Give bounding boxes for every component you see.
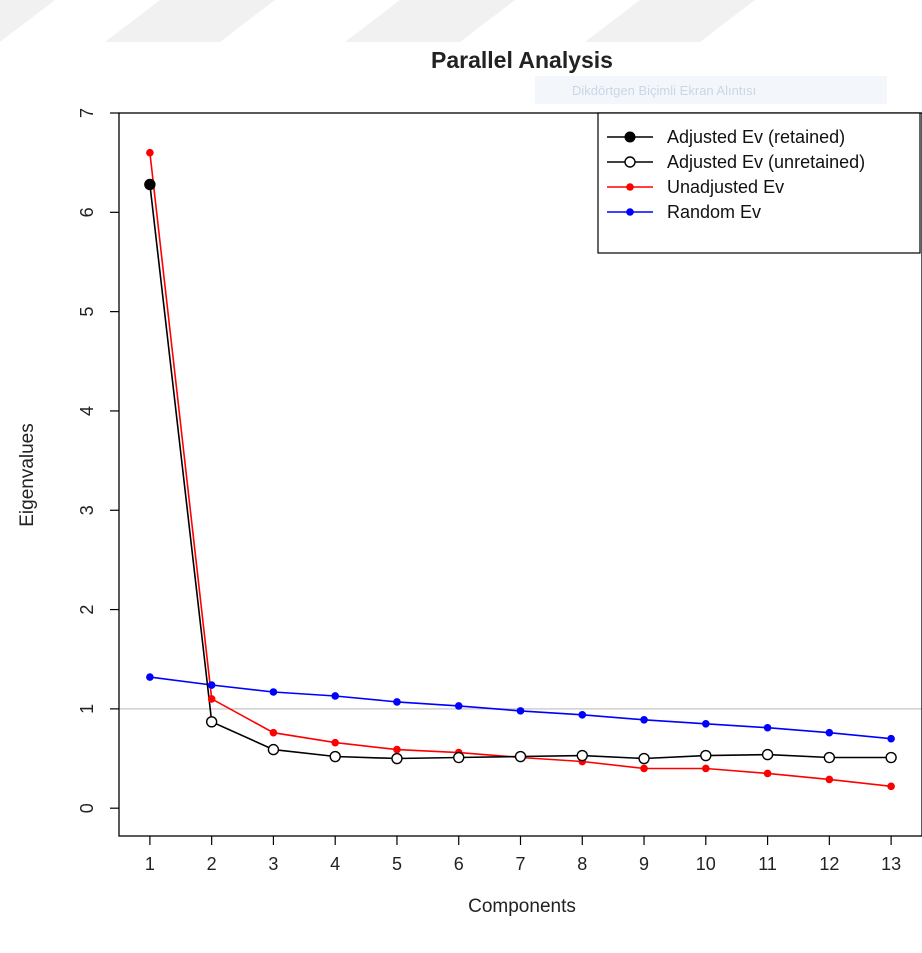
y-axis-label: Eigenvalues xyxy=(17,423,38,527)
x-axis-label: Components xyxy=(468,896,576,917)
data-point xyxy=(269,728,278,737)
legend-swatch-marker xyxy=(624,156,636,168)
watermark-stripes xyxy=(0,0,755,42)
y-tick-label: 1 xyxy=(77,704,97,714)
data-point xyxy=(640,764,648,773)
data-point xyxy=(331,692,339,700)
data-point xyxy=(887,782,895,791)
data-point xyxy=(638,752,650,765)
legend-swatch-marker xyxy=(624,131,636,143)
y-tick-label: 5 xyxy=(77,307,97,317)
x-tick-label: 10 xyxy=(696,854,716,874)
data-point xyxy=(267,743,280,756)
data-point xyxy=(763,723,772,732)
y-tick-label: 3 xyxy=(77,505,97,515)
series-group xyxy=(144,148,897,791)
data-point xyxy=(702,719,710,728)
watermark-stripe xyxy=(585,0,755,42)
watermark-box xyxy=(535,76,887,104)
x-tick-label: 11 xyxy=(758,854,777,874)
data-point xyxy=(146,148,154,157)
legend-label: Adjusted Ev (unretained) xyxy=(667,152,865,172)
x-tick-label: 12 xyxy=(819,854,839,874)
watermark-label: Dikdörtgen Biçimli Ekran Alıntısı xyxy=(572,83,756,98)
data-point xyxy=(146,673,154,681)
data-point xyxy=(453,751,465,764)
x-tick-label: 5 xyxy=(392,854,402,874)
x-tick-label: 6 xyxy=(454,854,464,874)
legend: Adjusted Ev (retained) Adjusted Ev (unret… xyxy=(597,112,921,254)
data-point xyxy=(391,752,403,765)
watermark-stripe xyxy=(345,0,515,42)
data-point xyxy=(454,702,463,710)
data-point xyxy=(514,750,527,763)
data-point xyxy=(825,728,834,737)
y-tick-label: 0 xyxy=(77,803,97,813)
data-point xyxy=(761,748,774,761)
y-axis: 0 1 2 3 4 5 6 7 xyxy=(77,108,119,813)
y-tick-label: 4 xyxy=(77,406,97,416)
watermark-stripe xyxy=(105,0,275,42)
y-tick-label: 6 xyxy=(77,207,97,217)
data-point xyxy=(640,716,648,724)
data-point xyxy=(207,695,216,703)
y-tick-label: 2 xyxy=(77,605,97,615)
x-tick-label: 3 xyxy=(268,854,278,874)
x-tick-label: 13 xyxy=(881,854,901,874)
retained-point xyxy=(144,179,156,191)
legend-label: Adjusted Ev (retained) xyxy=(667,127,845,147)
data-point xyxy=(516,707,525,715)
data-point xyxy=(393,698,401,706)
legend-label: Unadjusted Ev xyxy=(667,177,784,197)
data-point xyxy=(702,764,710,773)
x-tick-label: 2 xyxy=(207,854,217,874)
chart-title: Parallel Analysis xyxy=(431,47,613,73)
x-tick-label: 8 xyxy=(577,854,587,874)
y-tick-label: 7 xyxy=(77,108,97,118)
data-point xyxy=(576,749,588,762)
x-tick-label: 1 xyxy=(145,854,155,874)
data-point xyxy=(823,751,836,764)
data-point xyxy=(700,749,712,762)
legend-swatch-marker xyxy=(626,183,634,191)
data-point xyxy=(331,738,339,747)
legend-swatch-marker xyxy=(626,208,634,216)
x-tick-label: 9 xyxy=(639,854,649,874)
data-point xyxy=(269,688,278,696)
watermark-stripe xyxy=(0,0,55,42)
data-point xyxy=(578,711,587,719)
data-point xyxy=(205,716,218,728)
data-point xyxy=(393,745,401,754)
x-axis: 1 2 3 4 5 6 7 8 9 10 11 12 13 xyxy=(145,836,901,874)
data-point xyxy=(207,681,216,689)
series-line xyxy=(149,184,892,760)
x-tick-label: 4 xyxy=(330,854,340,874)
data-point xyxy=(887,734,895,743)
data-point xyxy=(885,751,897,764)
legend-label: Random Ev xyxy=(667,202,761,222)
data-point xyxy=(763,769,772,778)
x-tick-label: 7 xyxy=(515,854,525,874)
data-point xyxy=(329,750,341,763)
data-point xyxy=(825,775,834,784)
